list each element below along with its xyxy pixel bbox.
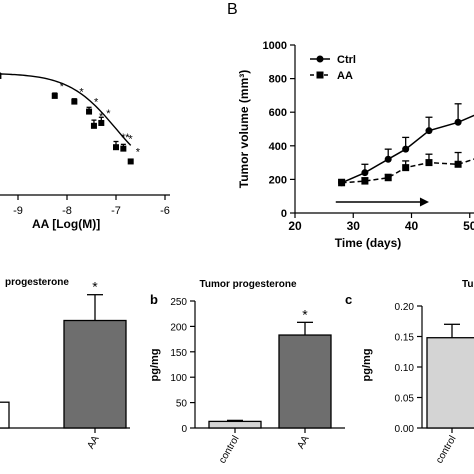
panel-b-point [384, 155, 392, 163]
panel-a-point [113, 144, 119, 151]
panel-b-y-tick-label: 400 [269, 141, 287, 153]
panel-lower-a-title: progesterone [5, 277, 69, 288]
panel-b-legend: Ctrl AA [310, 54, 356, 82]
legend-aa-marker [316, 71, 324, 79]
bar-category-label: AA [295, 434, 311, 451]
panel-a-star: * [60, 81, 65, 93]
panel-a-star: * [136, 146, 141, 158]
panel-a-point [86, 108, 93, 115]
panel-y-tick-label: 0.00 [395, 424, 415, 435]
panel-a-point [71, 98, 78, 105]
panel-a-star: ** [121, 132, 130, 144]
panel-lower-c: c Tu pg/mg 0.00 0.05 0.10 0.15 0.20 control [345, 279, 474, 465]
panel-b-point [425, 127, 433, 135]
bar-star: * [92, 279, 98, 295]
panel-lower-b-tumor-progesterone: b Tumor progesterone pg/mg 0 50 100 150 200 2… [149, 279, 345, 465]
panel-y-tick-label: 0.10 [395, 363, 415, 374]
panel-lower-c-title: Tu [462, 279, 473, 290]
panel-b-tumor-volume: B Tumor volume (mm³) Time (days) 20 30 40 5… [227, 1, 474, 250]
panel-a-point [120, 145, 127, 152]
panel-y-tick-label: 200 [170, 322, 187, 333]
panel-b-point [338, 179, 346, 187]
legend-ctrl-marker [316, 55, 324, 63]
panel-a-point [51, 92, 58, 99]
panel-b-x-tick-label: 50 [463, 219, 474, 233]
panel-b-point [384, 174, 392, 182]
panel-b-treatment-arrowhead [419, 197, 429, 207]
panel-lower-b-letter: b [150, 292, 158, 307]
panel-b-point [402, 145, 410, 153]
panel-b-x-tick-label: 20 [288, 219, 302, 233]
panel-lower-c-ylabel: pg/mg [361, 349, 373, 382]
panel-y-tick-label: 50 [176, 399, 188, 410]
panel-lower-a-progesterone: progesterone * AA [0, 277, 130, 451]
legend-ctrl-label: Ctrl [337, 54, 356, 66]
panel-a-xlabel: AA [Log(M)] [32, 217, 100, 231]
bar-category-label: AA [85, 434, 101, 451]
panel-b-y-tick-label: 1000 [263, 40, 287, 52]
bar [426, 337, 474, 429]
bar [208, 420, 262, 429]
panel-b-point [454, 160, 462, 168]
panel-lower-b-title: Tumor progesterone [199, 279, 296, 290]
panel-y-tick-label: 0 [181, 424, 187, 435]
bar [278, 334, 332, 429]
panel-b-point [361, 177, 369, 185]
panel-a-fit-curve [0, 73, 132, 146]
panel-a-star: * [94, 97, 99, 109]
bar [0, 401, 10, 429]
bar-category-label: control [434, 434, 459, 465]
panel-a-point [127, 158, 134, 165]
panel-b-point [402, 164, 410, 172]
panel-b-y-tick-label: 600 [269, 107, 287, 119]
panel-a-x-tick-label: -6 [160, 205, 170, 217]
panel-b-y-tick-label: 0 [281, 208, 287, 220]
panel-a-point [98, 119, 105, 126]
panel-a-star: * [79, 87, 84, 99]
panel-y-tick-label: 150 [170, 348, 187, 359]
panel-y-tick-label: 0.15 [395, 333, 415, 344]
panel-a-dose-response: AA [Log(M)] -9-8-7-6 ********* [0, 72, 170, 231]
legend-aa-label: AA [337, 70, 353, 82]
panel-a-x-tick-label: -9 [13, 205, 23, 217]
panel-b-x-tick-label: 30 [347, 219, 361, 233]
panel-a-x-tick-label: -8 [62, 205, 72, 217]
panel-lower-b-ylabel: pg/mg [149, 349, 161, 382]
panel-a-point [90, 122, 97, 129]
panel-b-ylabel: Tumor volume (mm³) [237, 70, 251, 188]
panel-lower-c-letter: c [345, 292, 352, 307]
panel-y-tick-label: 250 [170, 297, 187, 308]
bar-star: * [302, 306, 308, 322]
panel-y-tick-label: 0.20 [395, 302, 415, 313]
bar [63, 319, 127, 429]
panel-y-tick-label: 100 [170, 373, 187, 384]
panel-y-tick-label: 0.05 [395, 394, 415, 405]
panel-b-y-tick-label: 200 [269, 174, 287, 186]
panel-b-point [361, 169, 369, 177]
panel-a-star: * [128, 134, 133, 146]
panel-a-point [0, 72, 2, 79]
panel-b-letter: B [227, 1, 238, 18]
panel-b-y-tick-label: 800 [269, 74, 287, 86]
panel-b-x-tick-label: 40 [405, 219, 419, 233]
panel-a-x-tick-label: -7 [111, 205, 121, 217]
panel-b-point [425, 159, 433, 167]
bar-category-label: control [217, 434, 242, 465]
panel-b-point [454, 118, 462, 126]
panel-a-star: * [106, 108, 111, 120]
panel-b-xlabel: Time (days) [335, 236, 401, 250]
